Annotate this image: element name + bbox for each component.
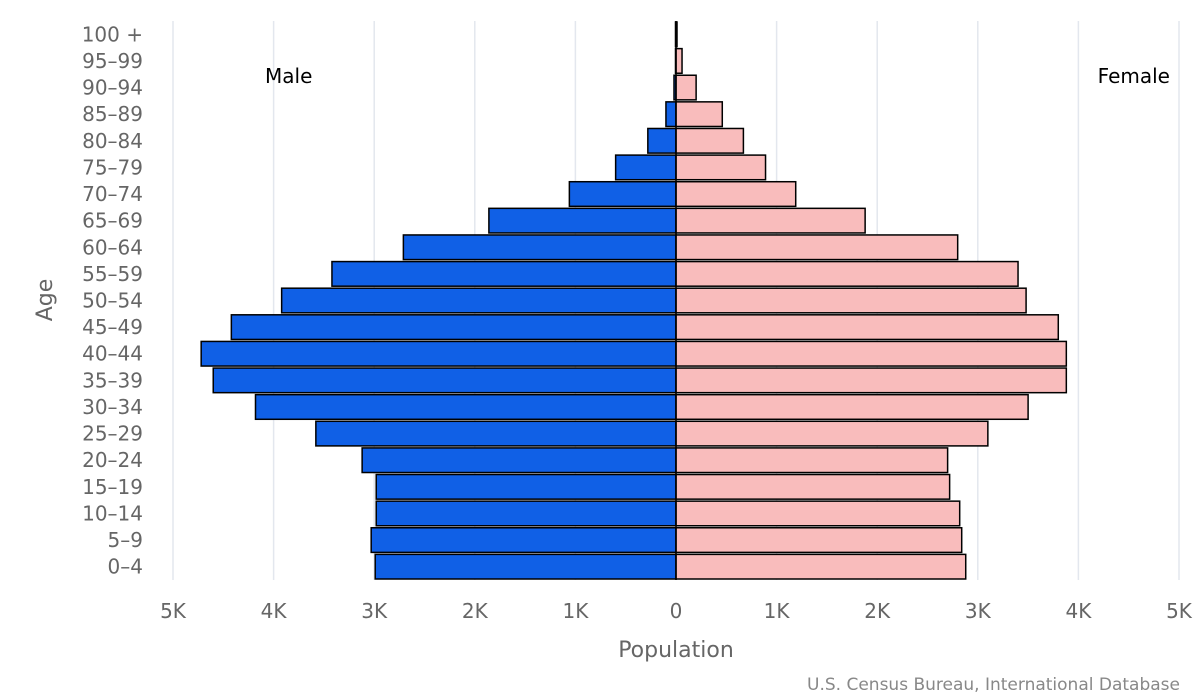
- x-tick-label: 1K: [562, 599, 589, 623]
- bar-male-75-79[interactable]: [614, 154, 677, 181]
- bar-female-30-34[interactable]: [675, 393, 1029, 421]
- bar-male-40-44[interactable]: [200, 340, 677, 367]
- bar-female-55-59[interactable]: [675, 260, 1019, 287]
- x-tick-label: 5K: [1166, 599, 1193, 623]
- x-tick-label: 3K: [361, 599, 388, 623]
- bar-male-80-84[interactable]: [647, 127, 677, 154]
- bar-male-50-54[interactable]: [280, 287, 677, 314]
- bar-female-75-79[interactable]: [675, 154, 767, 181]
- bar-male-5-9[interactable]: [370, 527, 677, 554]
- male-label: Male: [265, 64, 312, 88]
- bar-male-55-59[interactable]: [331, 260, 677, 287]
- bar-female-85-89[interactable]: [675, 101, 724, 128]
- x-tick-label: 0: [670, 599, 683, 623]
- y-tick-label: 5–9: [108, 528, 143, 552]
- x-tick-label: 4K: [261, 599, 288, 623]
- bar-male-35-39[interactable]: [212, 367, 677, 394]
- bar-male-15-19[interactable]: [375, 473, 677, 500]
- bar-female-95-99[interactable]: [675, 47, 683, 74]
- bar-female-35-39[interactable]: [675, 367, 1068, 394]
- bar-female-45-49[interactable]: [675, 314, 1060, 341]
- bar-male-25-29[interactable]: [315, 420, 677, 447]
- y-tick-label: 85–89: [82, 102, 143, 126]
- bar-female-5-9[interactable]: [675, 527, 963, 554]
- y-axis-title: Age: [33, 279, 58, 322]
- bar-male-30-34[interactable]: [254, 393, 677, 421]
- y-tick-label: 35–39: [82, 368, 143, 392]
- y-tick-label: 45–49: [82, 315, 143, 339]
- bar-female-10-14[interactable]: [675, 500, 961, 527]
- y-tick-label: 75–79: [82, 155, 143, 179]
- y-tick-label: 25–29: [82, 422, 143, 446]
- bar-male-0-4[interactable]: [374, 553, 677, 580]
- x-tick-label: 2K: [864, 599, 891, 623]
- bar-female-20-24[interactable]: [675, 447, 949, 474]
- x-axis-title: Population: [618, 638, 734, 663]
- x-tick-label: 4K: [1065, 599, 1092, 623]
- bar-female-50-54[interactable]: [675, 287, 1027, 314]
- bar-male-10-14[interactable]: [375, 500, 677, 527]
- source-credit: U.S. Census Bureau, International Databa…: [807, 675, 1180, 695]
- y-tick-label: 10–14: [82, 501, 143, 525]
- y-tick-label: 95–99: [82, 49, 143, 73]
- bar-male-60-64[interactable]: [402, 234, 677, 261]
- bar-female-90-94[interactable]: [675, 74, 697, 101]
- bar-male-65-69[interactable]: [488, 207, 677, 234]
- bar-male-85-89[interactable]: [665, 101, 677, 128]
- x-tick-label: 2K: [462, 599, 489, 623]
- y-tick-label: 60–64: [82, 235, 143, 259]
- y-tick-label: 40–44: [82, 342, 143, 366]
- y-tick-label: 80–84: [82, 129, 143, 153]
- y-tick-label: 0–4: [108, 555, 143, 579]
- bar-female-0-4[interactable]: [675, 553, 967, 580]
- x-tick-label: 3K: [965, 599, 992, 623]
- y-tick-label: 55–59: [82, 262, 143, 286]
- female-label: Female: [1098, 64, 1170, 88]
- bar-female-25-29[interactable]: [675, 420, 989, 447]
- x-axis-ticks: 5K 4K 3K 2K 1K 0 1K 2K 3K 4K 5K: [160, 599, 1193, 623]
- bar-male-20-24[interactable]: [361, 447, 677, 474]
- y-tick-label: 70–74: [82, 182, 143, 206]
- y-tick-label: 65–69: [82, 209, 143, 233]
- y-tick-label: 15–19: [82, 475, 143, 499]
- bar-female-65-69[interactable]: [675, 207, 866, 234]
- y-tick-label: 20–24: [82, 448, 143, 472]
- bars: [200, 21, 1068, 580]
- y-tick-label: 90–94: [82, 76, 143, 100]
- y-tick-label: 50–54: [82, 289, 143, 313]
- x-tick-label: 5K: [160, 599, 187, 623]
- y-tick-label: 30–34: [82, 395, 143, 419]
- bar-female-60-64[interactable]: [675, 234, 959, 261]
- bar-female-80-84[interactable]: [675, 127, 745, 154]
- bar-male-70-74[interactable]: [568, 180, 677, 208]
- bar-female-15-19[interactable]: [675, 473, 951, 500]
- bar-female-70-74[interactable]: [675, 180, 797, 208]
- bar-male-45-49[interactable]: [230, 314, 677, 341]
- y-tick-label: 100 +: [82, 22, 143, 46]
- x-tick-label: 1K: [764, 599, 791, 623]
- bar-female-40-44[interactable]: [675, 340, 1068, 367]
